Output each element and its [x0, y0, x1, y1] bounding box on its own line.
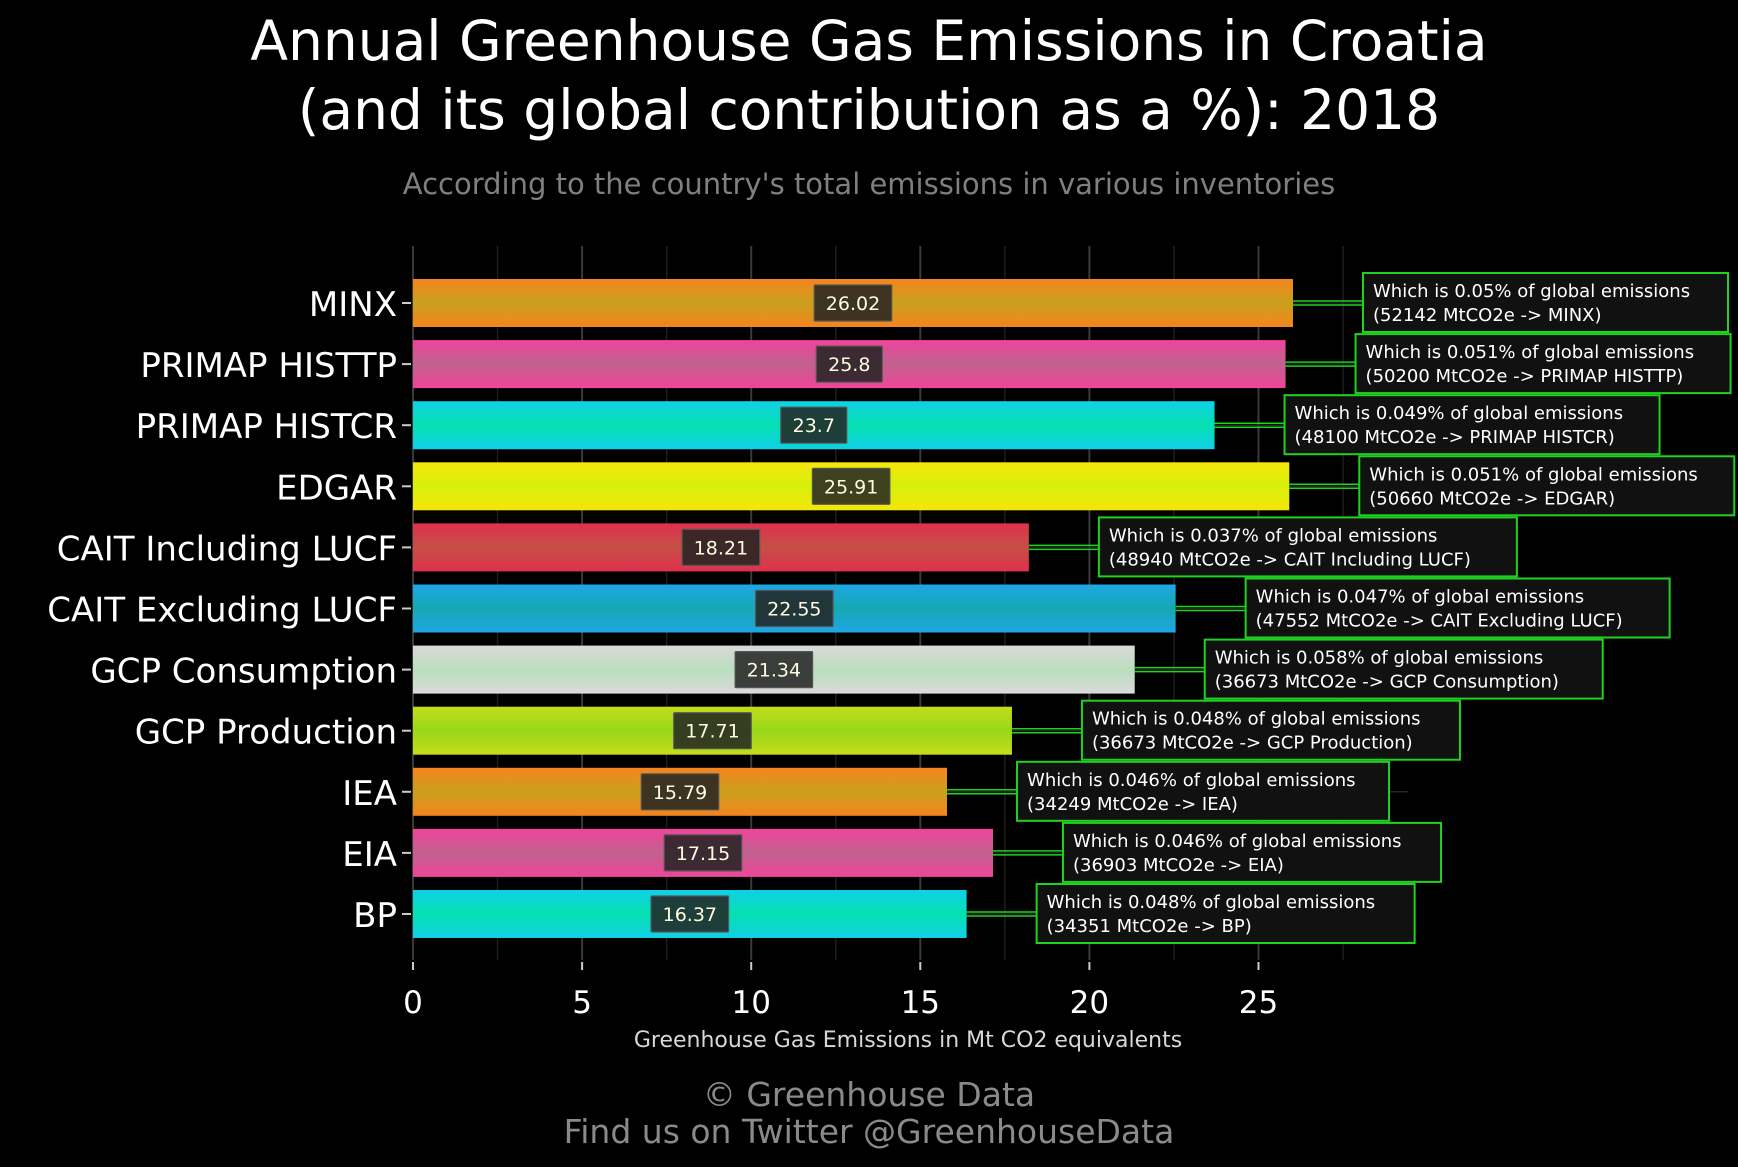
annotation-share-text: Which is 0.047% of global emissions: [1256, 587, 1585, 608]
annotation-source-text: (36673 MtCO2e -> GCP Production): [1092, 733, 1413, 754]
chart-title-line-2: (and its global contribution as a %): 20…: [297, 78, 1441, 142]
category-label: BP: [353, 896, 397, 936]
value-label: 25.91: [824, 476, 878, 498]
value-label: 18.21: [694, 537, 748, 559]
value-label: 25.8: [828, 354, 870, 376]
value-label: 15.79: [653, 782, 707, 804]
axis-layer: 0 5 10 15 20 25 Greenhouse Gas Emissions in Mt…: [402, 302, 1278, 1053]
annotation-box: [1244, 577, 1671, 639]
value-label-box: [640, 773, 720, 811]
category-label: CAIT Excluding LUCF: [47, 591, 397, 631]
annotation-box: [1361, 272, 1729, 333]
value-label-box: [815, 345, 883, 383]
value-label: 21.34: [747, 660, 801, 682]
value-label-box: [813, 284, 893, 322]
annotation-share-text: Which is 0.037% of global emissions: [1109, 525, 1438, 546]
annotation-box: [1080, 699, 1461, 761]
x-tick-label: 20: [1070, 985, 1109, 1021]
x-tick-label: 25: [1239, 985, 1278, 1021]
caption-twitter: Find us on Twitter @GreenhouseData: [563, 1112, 1175, 1151]
x-tick-label: 0: [403, 985, 423, 1021]
value-label-box: [734, 650, 814, 689]
annotation-box: [1358, 455, 1736, 517]
annotation-source-text: (52142 MtCO2e -> MINX): [1373, 305, 1602, 326]
annotation-source-text: (36673 MtCO2e -> GCP Consumption): [1215, 672, 1559, 693]
category-label: GCP Production: [135, 713, 397, 753]
category-label: CAIT Including LUCF: [57, 529, 397, 569]
annotation-box: [1016, 760, 1391, 822]
chart-title-line-1: Annual Greenhouse Gas Emissions in Croat…: [250, 9, 1488, 73]
category-label: EDGAR: [276, 468, 397, 508]
value-label-box: [650, 895, 730, 933]
x-axis-title: Greenhouse Gas Emissions in Mt CO2 equiv…: [634, 1028, 1182, 1053]
annotation-box: [1097, 516, 1518, 578]
annotation-share-text: Which is 0.049% of global emissions: [1295, 403, 1624, 424]
annotation-box: [1062, 821, 1443, 883]
value-label: 17.71: [685, 721, 739, 743]
annotation-share-text: Which is 0.051% of global emissions: [1366, 342, 1695, 363]
x-tick-label: 5: [572, 985, 592, 1021]
category-label: PRIMAP HISTCR: [136, 407, 397, 447]
annotation-box: [1283, 394, 1661, 456]
value-label-box: [780, 406, 848, 444]
annotation-share-text: Which is 0.051% of global emissions: [1369, 464, 1698, 485]
annotation-source-text: (34249 MtCO2e -> IEA): [1027, 794, 1238, 815]
value-label-box: [811, 467, 891, 505]
value-label: 16.37: [663, 904, 717, 926]
category-label: EIA: [342, 835, 397, 875]
annotation-share-text: Which is 0.046% of global emissions: [1073, 831, 1402, 852]
x-tick-label: 10: [731, 985, 770, 1021]
x-tick-label: 15: [901, 985, 940, 1021]
value-label-box: [663, 834, 743, 872]
annotation-box: [1203, 638, 1604, 700]
annotation-share-text: Which is 0.048% of global emissions: [1047, 892, 1376, 913]
category-label: GCP Consumption: [90, 652, 397, 692]
annotation-box: [1035, 883, 1416, 944]
value-label-box: [754, 589, 834, 628]
value-label: 23.7: [793, 415, 835, 437]
value-label: 26.02: [826, 293, 880, 315]
annotation-source-text: (50660 MtCO2e -> EDGAR): [1369, 488, 1615, 509]
annotation-share-text: Which is 0.05% of global emissions: [1373, 281, 1690, 302]
annotation-source-text: (50200 MtCO2e -> PRIMAP HISTTP): [1366, 366, 1684, 387]
annotation-source-text: (47552 MtCO2e -> CAIT Excluding LUCF): [1256, 611, 1623, 632]
value-label-box: [681, 528, 761, 567]
value-label: 22.55: [767, 599, 821, 621]
category-label: PRIMAP HISTTP: [140, 346, 397, 386]
value-label: 17.15: [676, 843, 730, 865]
annotation-source-text: (48940 MtCO2e -> CAIT Including LUCF): [1109, 549, 1471, 570]
category-label: IEA: [342, 774, 397, 814]
annotation-share-text: Which is 0.048% of global emissions: [1092, 709, 1421, 730]
caption-copyright: © Greenhouse Data: [702, 1075, 1036, 1114]
annotation-source-text: (36903 MtCO2e -> EIA): [1073, 855, 1284, 876]
annotation-box: [1354, 333, 1732, 395]
value-label-box: [673, 712, 752, 750]
annotations-layer: Which is 0.05% of global emissions (52142…: [947, 272, 1736, 944]
annotation-source-text: (34351 MtCO2e -> BP): [1047, 916, 1252, 937]
annotation-share-text: Which is 0.058% of global emissions: [1215, 648, 1544, 669]
annotation-source-text: (48100 MtCO2e -> PRIMAP HISTCR): [1295, 427, 1615, 448]
category-label: MINX: [309, 285, 397, 325]
annotation-share-text: Which is 0.046% of global emissions: [1027, 770, 1356, 791]
labels-layer: MINX 26.02 PRIMAP HISTTP 25.8 PRIMAP HISTCR 2…: [47, 284, 893, 936]
chart-subtitle: According to the country's total emissio…: [402, 167, 1336, 201]
